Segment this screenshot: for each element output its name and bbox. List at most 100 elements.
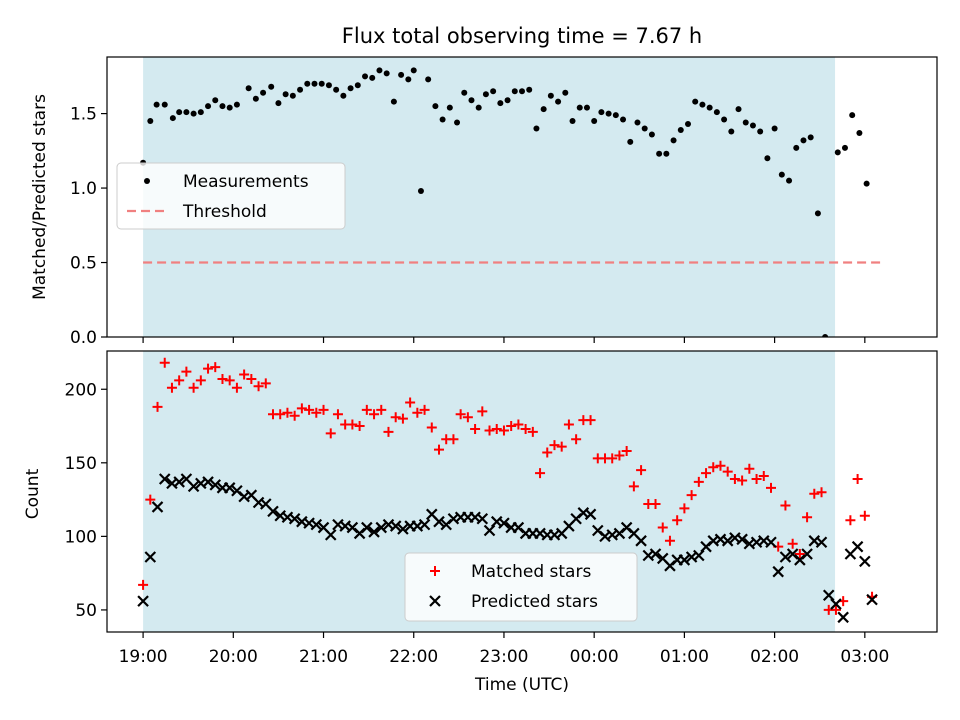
measurements-point <box>354 82 361 89</box>
top-y-tick-label: 0.5 <box>70 254 97 274</box>
matched-stars-point <box>802 512 813 523</box>
measurements-point <box>454 119 461 126</box>
predicted-stars-legend-swatch <box>429 595 441 607</box>
top-y-axis-label: Matched/Predicted stars <box>30 94 50 300</box>
measurements-point <box>519 88 525 95</box>
predicted-stars-point <box>202 476 214 488</box>
matched-stars-point <box>470 423 481 434</box>
measurements-point <box>612 112 619 119</box>
measurements-point <box>325 82 332 89</box>
x-tick-label: 00:00 <box>570 647 619 667</box>
matched-stars-point <box>491 423 502 434</box>
matched-stars-point <box>390 412 401 423</box>
measurements-point <box>728 128 735 135</box>
matched-stars-point <box>498 425 509 436</box>
predicted-stars-point <box>584 508 597 521</box>
measurements-point <box>793 144 800 151</box>
predicted-stars-point <box>830 598 842 610</box>
matched-stars-point <box>361 404 372 415</box>
matched-stars-point <box>376 404 387 415</box>
matched-stars-point <box>152 401 163 412</box>
matched-stars-point <box>816 487 827 498</box>
x-tick-label: 20:00 <box>209 647 258 667</box>
measurements-point <box>598 109 605 116</box>
matched-stars-point <box>809 488 820 499</box>
bottom-y-axis: 50 100 150 200 <box>65 380 107 621</box>
matched-stars-point <box>318 404 329 415</box>
bottom-legend-box <box>404 552 638 622</box>
measurements-point <box>383 70 390 77</box>
matched-stars-point <box>614 450 625 461</box>
predicted-stars-point <box>866 593 878 606</box>
matched-stars-point <box>563 419 574 430</box>
matched-stars-point <box>332 409 343 420</box>
matched-stars-point <box>607 453 618 464</box>
predicted-stars-point <box>375 521 388 534</box>
top-series-layer <box>140 67 883 337</box>
matched-stars-point <box>506 421 517 432</box>
measurements-point <box>778 171 785 178</box>
measurements-point <box>297 86 304 93</box>
top-legend: Measurements Threshold <box>116 162 346 230</box>
matched-stars-point <box>766 482 776 493</box>
measurements-point <box>605 110 612 117</box>
matched-stars-point <box>174 375 185 386</box>
x-tick-label: 03:00 <box>840 647 889 667</box>
matched-stars-point <box>239 369 250 380</box>
measurements-point <box>547 92 554 99</box>
predicted-stars-point <box>433 515 445 528</box>
predicted-stars-legend-label: Predicted stars <box>471 592 598 612</box>
bottom-y-tick-label: 150 <box>65 454 97 474</box>
measurements-point <box>461 89 468 96</box>
predicted-stars-point <box>649 548 662 560</box>
matched-stars-point <box>542 447 553 458</box>
measurements-point <box>432 103 439 110</box>
matched-stars-point <box>455 409 466 420</box>
matched-stars-point <box>434 444 444 455</box>
predicted-stars-point <box>151 501 164 513</box>
predicted-stars-point <box>772 565 784 578</box>
predicted-stars-point <box>678 554 691 566</box>
measurements-point <box>533 125 540 132</box>
measurements-point <box>685 121 691 128</box>
measurements-legend-swatch <box>144 178 150 184</box>
predicted-stars-point <box>476 512 489 525</box>
matched-stars-point <box>347 419 358 430</box>
matched-stars-point <box>325 428 336 439</box>
predicted-stars-point <box>158 473 171 485</box>
measurements-point <box>340 92 347 99</box>
predicted-stars-point <box>389 520 402 532</box>
measurements-point <box>814 210 821 217</box>
measurements-point <box>252 95 259 102</box>
measurements-point <box>311 80 318 87</box>
matched-stars-point <box>448 434 459 445</box>
measurements-point <box>490 88 497 95</box>
predicted-stars-point <box>822 589 835 601</box>
measurements-point <box>511 88 518 95</box>
matched-stars-point <box>397 413 408 424</box>
measurements-point <box>822 334 829 337</box>
measurements-point <box>362 73 369 80</box>
measurements-point <box>786 177 793 184</box>
measurements-point <box>212 97 219 104</box>
bottom-y-tick-label: 50 <box>75 601 97 621</box>
measurements-point <box>318 80 325 87</box>
matched-stars-point <box>527 426 538 437</box>
x-tick-label: 01:00 <box>660 647 709 667</box>
matched-stars-point <box>556 441 567 452</box>
measurements-legend-label: Measurements <box>183 172 309 192</box>
top-y-axis: 0.0 0.5 1.0 1.5 <box>70 105 107 348</box>
top-legend-box <box>116 162 346 230</box>
matched-stars-point <box>585 415 596 426</box>
matched-stars-point <box>737 475 748 486</box>
measurements-point <box>856 129 863 136</box>
measurements-point <box>583 104 590 111</box>
measurements-point <box>369 74 376 81</box>
matched-stars-point <box>628 481 639 492</box>
matched-stars-point <box>686 490 697 501</box>
predicted-stars-point <box>361 521 373 534</box>
predicted-stars-point <box>209 479 222 491</box>
measurements-point <box>439 116 446 123</box>
measurements-point <box>347 85 354 92</box>
matched-stars-point <box>462 412 473 423</box>
